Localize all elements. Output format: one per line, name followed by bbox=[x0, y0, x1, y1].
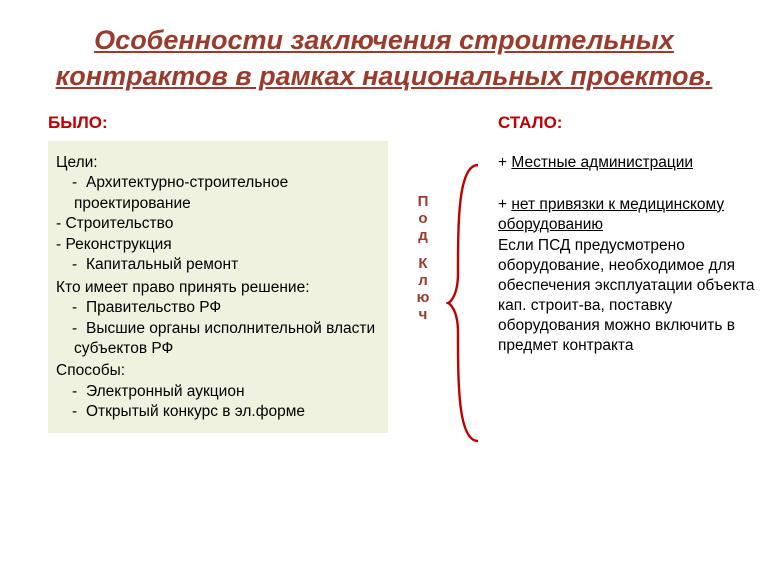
goals-list-2: Капитальный ремонт bbox=[56, 255, 380, 275]
now-panel: + Местные администрации + нет привязки к… bbox=[498, 153, 758, 355]
methods-header: Способы: bbox=[56, 361, 380, 381]
now-line-2: + нет привязки к медицинскому оборудован… bbox=[498, 195, 758, 235]
goals-list: Архитектурно-строительное проектирование bbox=[56, 173, 380, 214]
center-letter: К bbox=[415, 255, 431, 272]
who-header: Кто имеет право принять решение: bbox=[56, 278, 380, 298]
center-label: П о д К л ю ч bbox=[415, 193, 431, 324]
now-line-1: + Местные администрации bbox=[498, 153, 758, 173]
center-letter: л bbox=[415, 272, 431, 289]
list-item: Архитектурно-строительное проектирование bbox=[74, 173, 380, 214]
label-was: БЫЛО: bbox=[48, 113, 108, 133]
slide-title: Особенности заключения строительных конт… bbox=[40, 22, 728, 95]
list-item: - Реконструкция bbox=[56, 235, 380, 255]
goals-header: Цели: bbox=[56, 153, 380, 173]
center-letter: о bbox=[415, 210, 431, 227]
list-item: Электронный аукцион bbox=[74, 382, 380, 402]
brace-icon bbox=[446, 163, 486, 443]
now-line-1-text: Местные администрации bbox=[511, 154, 693, 171]
list-item: Правительство РФ bbox=[74, 298, 380, 318]
list-item: Открытый конкурс в эл.форме bbox=[74, 402, 380, 422]
label-now: СТАЛО: bbox=[498, 113, 562, 133]
center-letter: ю bbox=[415, 289, 431, 306]
who-list: Правительство РФ Высшие органы исполните… bbox=[56, 298, 380, 359]
plus-prefix: + bbox=[498, 196, 511, 213]
methods-list: Электронный аукцион Открытый конкурс в э… bbox=[56, 382, 380, 423]
now-paragraph: Если ПСД предусмотрено оборудование, нео… bbox=[498, 236, 758, 355]
list-item: Капитальный ремонт bbox=[74, 255, 380, 275]
now-line-2-text: нет привязки к медицинскому оборудованию bbox=[498, 196, 724, 233]
center-letter: д bbox=[415, 227, 431, 244]
list-item: Высшие органы исполнительной власти субъ… bbox=[74, 319, 380, 360]
center-letter: ч bbox=[415, 306, 431, 323]
list-item: - Строительство bbox=[56, 214, 380, 234]
center-letter: П bbox=[415, 193, 431, 210]
was-panel: Цели: Архитектурно-строительное проектир… bbox=[48, 141, 388, 433]
plus-prefix: + bbox=[498, 154, 511, 171]
